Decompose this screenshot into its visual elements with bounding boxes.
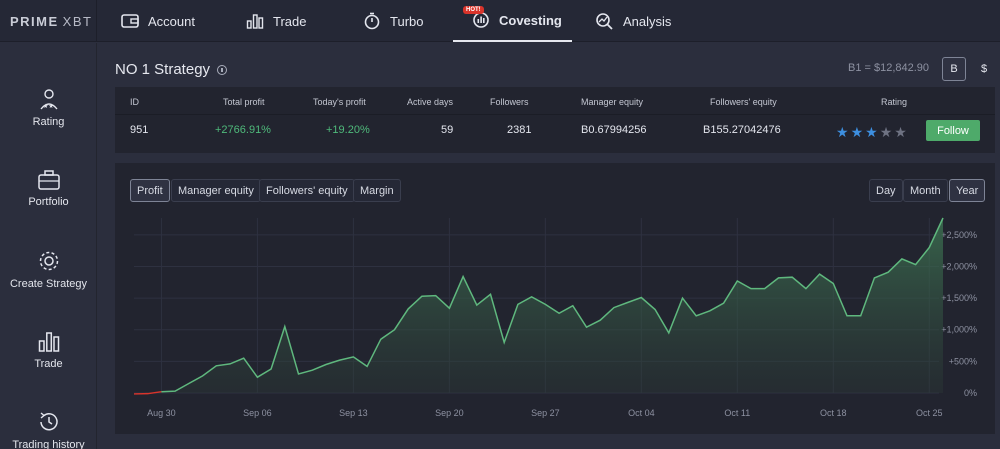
strategy-name: NO 1 Strategy bbox=[115, 61, 211, 78]
x-tick-label: Oct 11 bbox=[724, 408, 750, 418]
sidebar-item-label: Create Strategy bbox=[9, 278, 88, 290]
header-followers-equity: Followers' equity bbox=[710, 97, 777, 107]
stopwatch-icon bbox=[364, 12, 380, 30]
bar-chart-icon bbox=[38, 332, 59, 352]
header-total-profit: Total profit bbox=[223, 97, 265, 107]
table-divider bbox=[115, 114, 995, 115]
info-icon[interactable] bbox=[217, 64, 228, 75]
x-tick-label: Oct 04 bbox=[628, 408, 655, 418]
hot-badge: HOT! bbox=[463, 6, 484, 14]
cell-followers: 2381 bbox=[507, 124, 532, 136]
y-tick-label: +500% bbox=[949, 356, 977, 366]
profit-chart: 0% +500% +1,000% +1,500% +2,000% +2,500% Aug 3… bbox=[133, 217, 977, 418]
currency-usd-button[interactable]: $ bbox=[980, 63, 988, 75]
x-tick-label: Oct 25 bbox=[916, 408, 943, 418]
star-icon: ★ bbox=[865, 124, 878, 140]
cell-manager-equity: B0.67994256 bbox=[581, 124, 647, 136]
nav-account[interactable]: Account bbox=[121, 0, 195, 42]
strategy-title: NO 1 Strategy bbox=[115, 61, 228, 78]
x-tick-label: Oct 18 bbox=[820, 408, 847, 418]
currency-btc-button[interactable]: B bbox=[942, 57, 966, 81]
rating-stars: ★ ★ ★ ★ ★ bbox=[836, 124, 907, 141]
range-day-button[interactable]: Day bbox=[869, 179, 903, 202]
sidebar-item-trading-history[interactable]: Trading history bbox=[0, 410, 97, 449]
cell-followers-equity: B155.27042476 bbox=[703, 124, 781, 136]
sidebar-item-rating[interactable]: ★★ Rating bbox=[0, 87, 97, 128]
logo-brand: PRIME bbox=[10, 13, 59, 29]
star-icon: ★ bbox=[836, 124, 849, 140]
x-tick-label: Sep 20 bbox=[435, 408, 464, 418]
cell-active-days: 59 bbox=[441, 124, 454, 136]
top-navigation: PRIME XBT Account Trade Turbo HOT! Coves… bbox=[0, 0, 1000, 42]
rating-icon: ★★ bbox=[39, 89, 58, 110]
header-manager-equity: Manager equity bbox=[581, 97, 644, 107]
sidebar-item-label: Trading history bbox=[12, 439, 85, 449]
y-tick-label: +2,000% bbox=[941, 261, 977, 271]
header-id: ID bbox=[130, 97, 139, 107]
sidebar-item-label: Rating bbox=[32, 116, 65, 128]
balance-rate: B1 = $12,842.90 bbox=[848, 62, 930, 74]
header-rating: Rating bbox=[881, 97, 908, 107]
sidebar-item-create-strategy[interactable]: Create Strategy bbox=[0, 249, 97, 290]
gear-icon bbox=[39, 251, 58, 271]
tab-followers-equity[interactable]: Followers' equity bbox=[259, 179, 355, 202]
history-icon bbox=[39, 412, 58, 431]
cell-today-profit: +19.20% bbox=[326, 124, 370, 136]
strategy-table: ID Total profit Today's profit Active da… bbox=[115, 87, 995, 153]
range-month-button[interactable]: Month bbox=[903, 179, 948, 202]
header-active-days: Active days bbox=[407, 97, 454, 107]
nav-turbo-label: Turbo bbox=[390, 13, 424, 29]
header-today-profit: Today's profit bbox=[313, 97, 366, 107]
star-icon: ★ bbox=[894, 124, 907, 140]
tab-manager-equity[interactable]: Manager equity bbox=[171, 179, 261, 202]
cell-id: 951 bbox=[130, 124, 149, 136]
x-tick-label: Sep 06 bbox=[243, 408, 272, 418]
x-tick-label: Aug 30 bbox=[147, 408, 176, 418]
x-tick-label: Sep 27 bbox=[531, 408, 560, 418]
nav-turbo[interactable]: Turbo bbox=[363, 0, 423, 42]
briefcase-icon bbox=[37, 170, 60, 190]
star-icon: ★ bbox=[850, 124, 864, 140]
sidebar-item-portfolio[interactable]: Portfolio bbox=[0, 169, 97, 208]
svg-text:★★: ★★ bbox=[43, 103, 54, 110]
nav-account-label: Account bbox=[148, 13, 195, 29]
nav-analysis-label: Analysis bbox=[623, 13, 672, 29]
wallet-icon bbox=[121, 14, 139, 28]
nav-covesting-label: Covesting bbox=[499, 12, 562, 28]
loss-line bbox=[133, 391, 162, 395]
nav-covesting[interactable]: HOT! Covesting bbox=[453, 0, 572, 42]
y-tick-label: +1,500% bbox=[941, 293, 977, 303]
y-tick-label: +2,500% bbox=[941, 230, 977, 240]
nav-trade-label: Trade bbox=[273, 13, 307, 29]
x-tick-label: Sep 13 bbox=[339, 408, 368, 418]
bar-chart-icon bbox=[246, 14, 264, 29]
cell-total-profit: +2766.91% bbox=[215, 124, 271, 136]
nav-analysis[interactable]: Analysis bbox=[594, 0, 671, 42]
sidebar-item-label: Portfolio bbox=[28, 196, 69, 208]
y-tick-label: 0% bbox=[964, 388, 977, 398]
sidebar: ★★ Rating Portfolio Create Strategy Trad… bbox=[0, 43, 97, 449]
header-followers: Followers bbox=[490, 97, 529, 107]
profit-area bbox=[134, 218, 943, 393]
sidebar-item-label: Trade bbox=[34, 358, 63, 370]
tab-profit[interactable]: Profit bbox=[130, 179, 170, 202]
logo[interactable]: PRIME XBT bbox=[0, 0, 97, 42]
sidebar-item-trade[interactable]: Trade bbox=[0, 331, 97, 370]
star-icon: ★ bbox=[879, 124, 893, 140]
range-year-button[interactable]: Year bbox=[949, 179, 986, 202]
follow-button[interactable]: Follow bbox=[926, 120, 980, 141]
y-tick-label: +1,000% bbox=[941, 325, 977, 335]
logo-suffix: XBT bbox=[62, 13, 93, 29]
profit-line bbox=[161, 217, 944, 393]
tab-margin[interactable]: Margin bbox=[353, 179, 401, 202]
nav-trade[interactable]: Trade bbox=[246, 0, 306, 42]
analysis-icon bbox=[596, 13, 613, 30]
